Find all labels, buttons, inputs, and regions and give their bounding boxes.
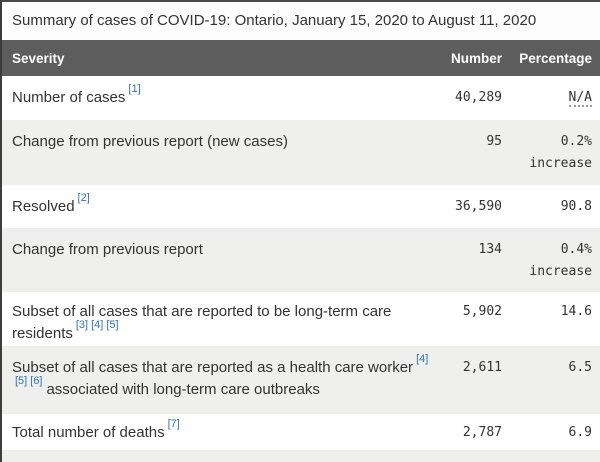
number-cell: 2,611	[432, 346, 502, 414]
footnote-links: [4] [5] [6]	[12, 354, 428, 398]
number-value: 36,590	[455, 199, 502, 214]
footnote-links: [3] [4] [5]	[73, 320, 119, 342]
percentage-value: 14.6	[560, 304, 592, 319]
percentage-cell: N/A	[502, 76, 600, 120]
percentage-cell: 14.6	[502, 292, 600, 346]
table-caption: Summary of cases of COVID-19: Ontario, J…	[2, 2, 600, 40]
row-label: Subset of all cases that are reported to…	[12, 303, 392, 342]
row-label: Change from previous report (new cases)	[12, 133, 288, 150]
footnote-marker: [5]	[106, 319, 118, 331]
number-value: 40,289	[455, 90, 502, 105]
table-row: Subset of all cases that are reported to…	[2, 292, 600, 346]
footnote-link[interactable]: [5]	[106, 319, 119, 331]
number-value: 134	[478, 242, 502, 257]
row-label-suffix: associated with long-term care outbreaks	[46, 381, 320, 398]
percentage-cell: 6.5	[502, 346, 600, 414]
row-label: Total number of deaths	[12, 424, 165, 441]
na-abbreviation: N/A	[568, 90, 592, 107]
severity-cell: Change from previous report	[2, 228, 432, 292]
table-row: Number of cases [1] 40,289 N/A	[2, 76, 600, 120]
severity-cell: Subset of all cases that are reported to…	[2, 292, 432, 346]
percentage-value: 0.2%	[560, 134, 592, 149]
footnote-marker: [4]	[91, 319, 103, 331]
footnote-marker: [5]	[15, 375, 27, 387]
number-value: 5,902	[462, 304, 502, 319]
number-cell: 134	[432, 228, 502, 292]
row-label: Resolved	[12, 198, 75, 215]
column-header-severity: Severity	[12, 50, 65, 66]
footnote-marker: [3]	[76, 319, 88, 331]
table-row: Change from previous report (new cases) …	[2, 120, 600, 185]
severity-cell: Resolved [2]	[2, 185, 432, 228]
footnote-link[interactable]: [1]	[128, 83, 141, 95]
percentage-value: 6.9	[568, 425, 592, 440]
severity-cell: Change from previous report (new cases)	[2, 120, 432, 185]
number-value: 2,787	[462, 425, 502, 440]
footnote-links: [2]	[75, 193, 90, 215]
row-label: Number of cases	[12, 89, 126, 106]
percentage-cell: 0.2% increase	[502, 120, 600, 185]
number-value: 2,611	[462, 360, 502, 375]
number-value: 95	[486, 134, 502, 149]
footnote-links: [7]	[165, 419, 180, 441]
percentage-cell: 90.8	[502, 185, 600, 228]
footnote-marker: [6]	[30, 375, 42, 387]
column-header-percentage: Percentage	[519, 50, 592, 66]
footnote-link[interactable]: [5]	[15, 375, 28, 387]
severity-cell: Subset of all cases that are reported as…	[2, 346, 432, 414]
footnote-marker: [4]	[416, 353, 428, 365]
percentage-value-line2: increase	[529, 156, 592, 171]
footnote-link[interactable]: [4]	[91, 319, 104, 331]
row-label: Change from previous report	[12, 241, 203, 258]
column-header-number: Number	[450, 50, 502, 66]
percentage-cell: 0.4% increase	[502, 228, 600, 292]
footnote-link[interactable]: [3]	[75, 319, 89, 331]
table-header-row: Severity Number Percentage	[2, 40, 600, 76]
footnote-marker: [2]	[78, 192, 90, 204]
footnote-marker: [7]	[168, 418, 180, 430]
percentage-cell: 6.9	[502, 414, 600, 450]
table-row: Subset of all cases that are reported as…	[2, 346, 600, 414]
percentage-value: 6.5	[568, 360, 592, 375]
footnote-link[interactable]: [4]	[416, 353, 429, 365]
percentage-value: 0.4%	[560, 242, 592, 257]
row-label: Subset of all cases that are reported as…	[12, 359, 414, 376]
footnote-marker: [1]	[128, 83, 140, 95]
number-cell: 5,902	[432, 292, 502, 346]
severity-cell: Total number of deaths [7]	[2, 414, 432, 450]
number-cell: 36,590	[432, 185, 502, 228]
number-cell: 2,787	[432, 414, 502, 450]
table-row: Resolved [2] 36,590 90.8	[2, 185, 600, 228]
percentage-value: N/A	[502, 87, 592, 109]
next-row-clipped	[2, 450, 600, 462]
number-cell: 95	[432, 120, 502, 185]
percentage-value: 90.8	[560, 199, 592, 214]
footnote-links: [1]	[125, 84, 140, 106]
footnote-link[interactable]: [6]	[30, 375, 43, 387]
table-row: Change from previous report 134 0.4% inc…	[2, 228, 600, 292]
footnote-link[interactable]: [7]	[167, 418, 180, 430]
severity-cell: Number of cases [1]	[2, 76, 432, 120]
number-cell: 40,289	[432, 76, 502, 120]
percentage-value-line2: increase	[529, 264, 592, 279]
table-body: Number of cases [1] 40,289 N/A Change fro…	[2, 76, 600, 450]
table-row: Total number of deaths [7] 2,787 6.9	[2, 414, 600, 450]
footnote-link[interactable]: [2]	[77, 192, 90, 204]
